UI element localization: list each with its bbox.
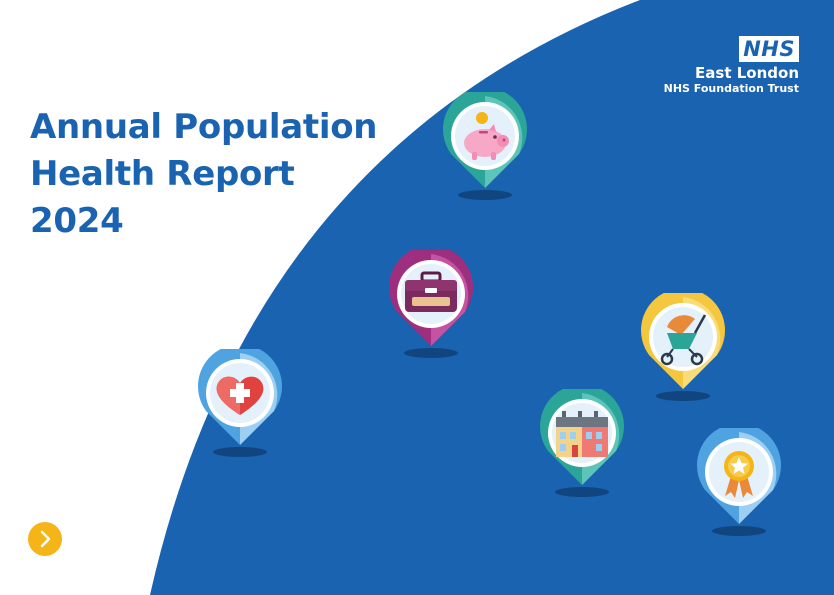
title-line-1: Annual Population bbox=[30, 107, 378, 147]
nhs-mark: NHS bbox=[739, 36, 799, 62]
title-line-2: Health Report bbox=[30, 154, 295, 194]
title-line-3: 2024 bbox=[30, 201, 124, 241]
building-icon bbox=[556, 411, 608, 457]
trust-subtitle: NHS Foundation Trust bbox=[663, 82, 799, 95]
piggy-bank-icon bbox=[464, 112, 509, 160]
award-pin bbox=[697, 428, 781, 536]
trust-name: East London bbox=[695, 64, 799, 82]
heart-cross-icon bbox=[216, 376, 264, 415]
piggy-bank-pin bbox=[443, 92, 527, 200]
briefcase-icon bbox=[405, 271, 457, 312]
building-pin bbox=[540, 389, 624, 497]
pram-pin bbox=[641, 293, 725, 401]
briefcase-pin bbox=[389, 250, 473, 358]
award-rosette-icon bbox=[724, 451, 754, 498]
pram-icon bbox=[660, 314, 707, 366]
heart-pin bbox=[198, 349, 282, 457]
next-page-button[interactable] bbox=[28, 522, 62, 556]
report-title: Annual Population Health Report 2024 bbox=[30, 104, 377, 245]
chevron-right-icon bbox=[40, 530, 51, 548]
nhs-logo: NHS East London NHS Foundation Trust bbox=[664, 36, 799, 96]
